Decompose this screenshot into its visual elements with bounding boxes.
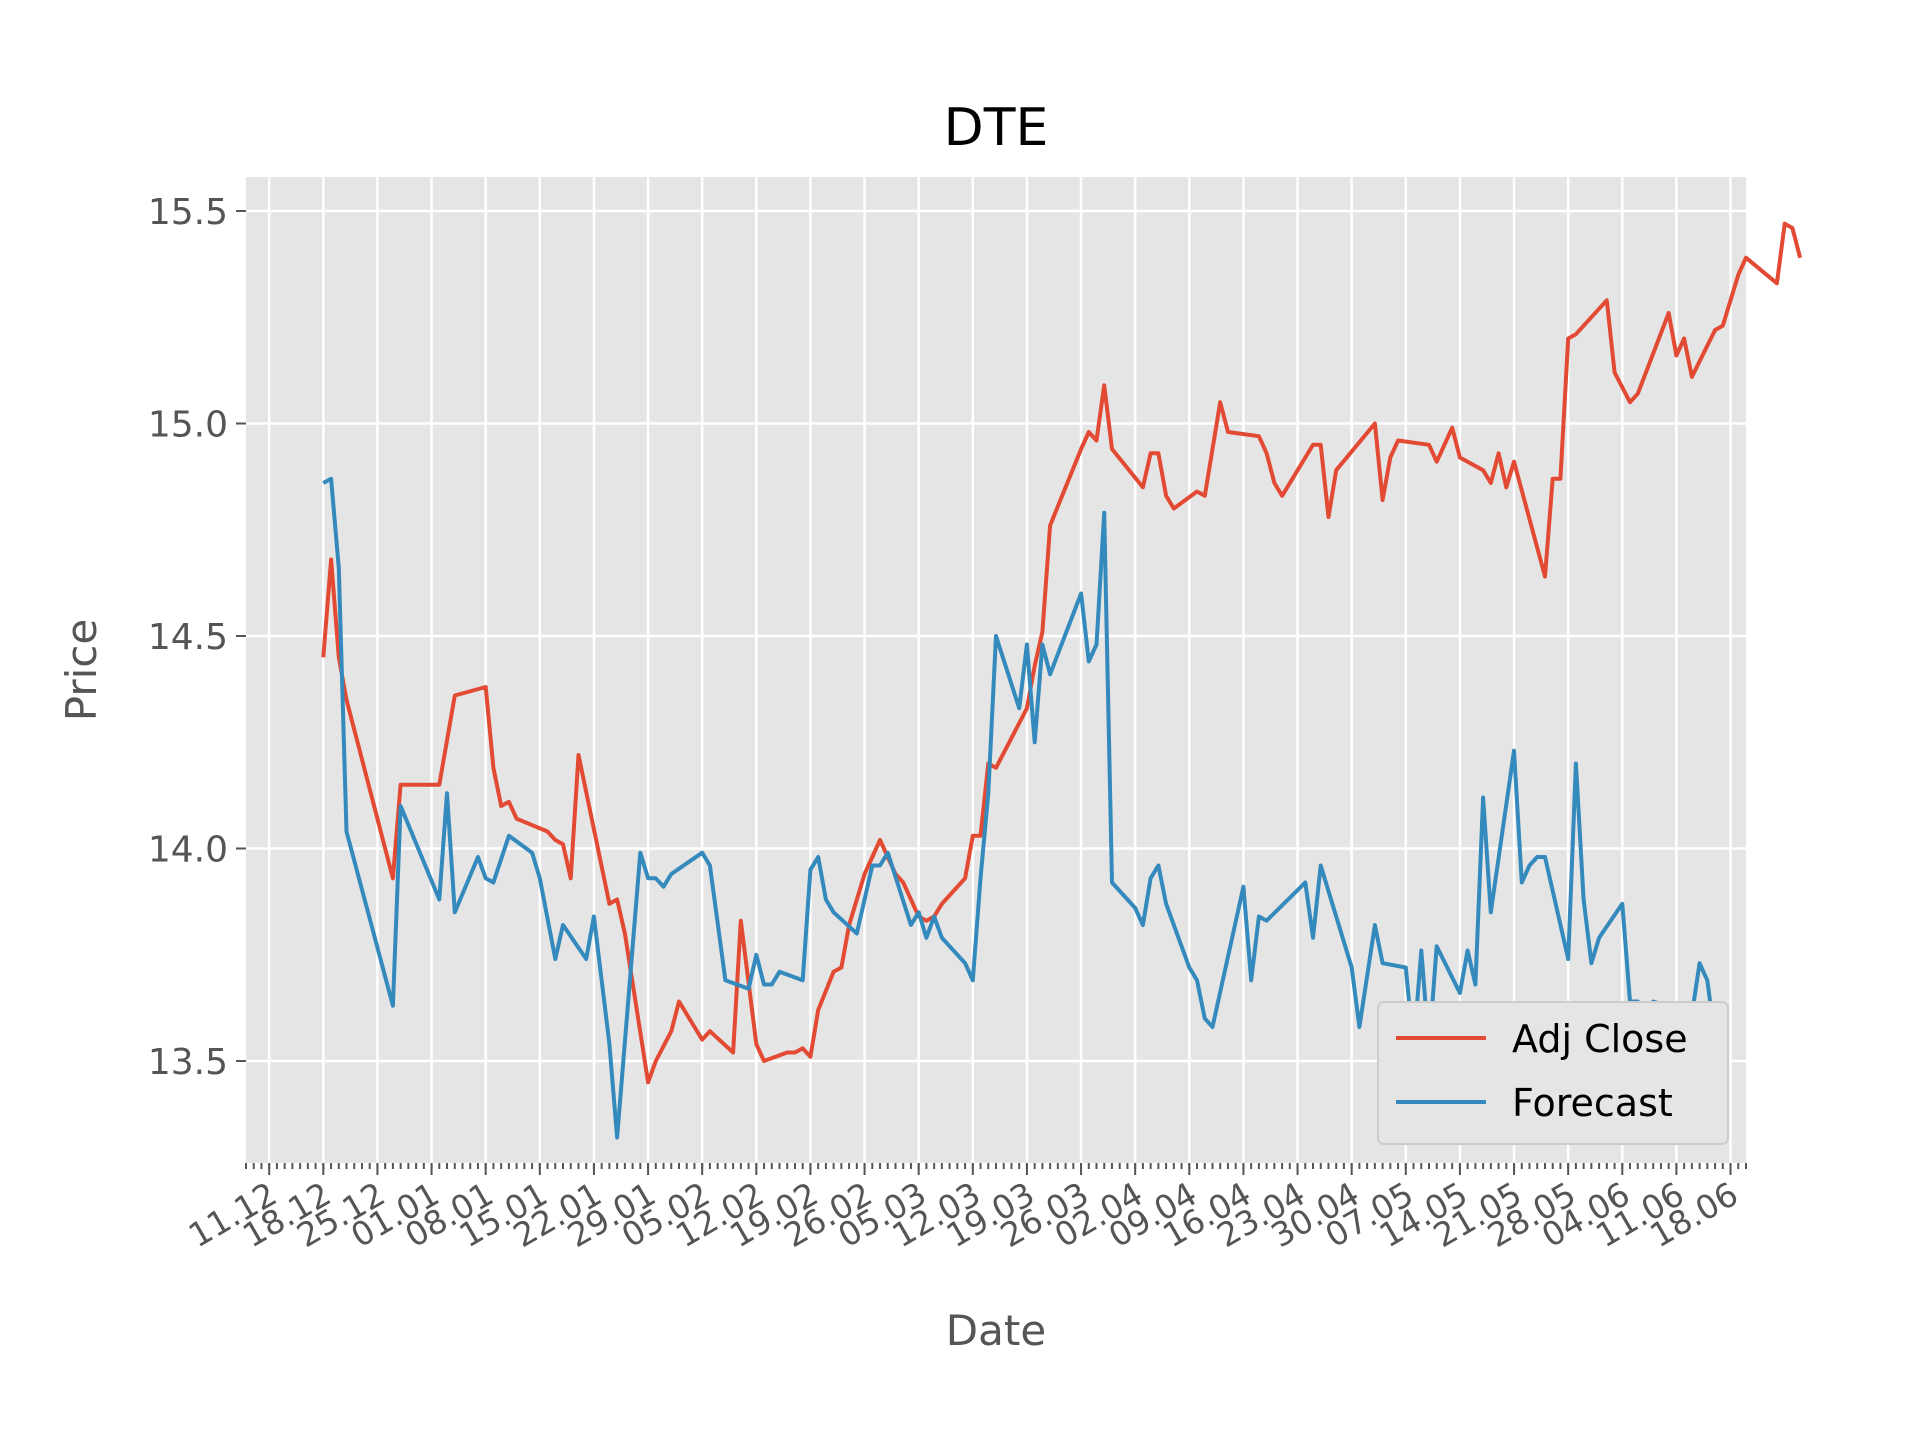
legend-label-forecast: Forecast [1512,1081,1673,1125]
y-tick-label: 15.5 [148,192,228,233]
y-axis-label: Price [57,619,106,721]
series-line-forecast [322,476,1718,1140]
chart-title: DTE [944,98,1049,158]
y-tick-label: 14.0 [148,830,228,871]
y-tick-label: 14.5 [148,617,228,658]
series-line-adj-close [321,221,1803,1085]
series-lines [321,221,1803,1140]
y-tick-label: 15.0 [148,405,228,446]
y-tick-label: 13.5 [148,1042,228,1083]
legend-label-adj-close: Adj Close [1512,1017,1688,1061]
x-axis-label: Date [946,1306,1046,1355]
legend: Adj Close Forecast [1377,1001,1729,1145]
grid [246,177,1746,1163]
